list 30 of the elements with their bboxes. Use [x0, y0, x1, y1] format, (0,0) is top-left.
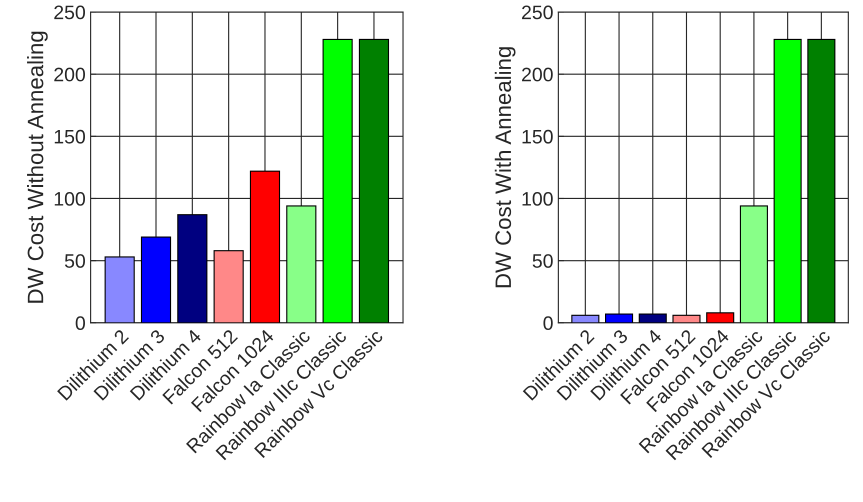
bar [177, 214, 208, 323]
y-tick-label: 100 [522, 192, 553, 206]
bar [605, 314, 634, 323]
bar [740, 205, 768, 323]
bar [286, 205, 316, 323]
y-axis-title: DW Cost With Annealing [494, 47, 516, 288]
y-tick-label: 0 [543, 316, 553, 330]
bar [358, 38, 390, 323]
bar [250, 170, 280, 323]
bar [322, 38, 353, 323]
y-tick-label: 250 [522, 6, 553, 20]
bar [706, 312, 734, 323]
bar [672, 314, 701, 323]
bar [104, 256, 135, 323]
y-tick-label: 50 [532, 254, 553, 268]
y-tick-label: 100 [54, 192, 85, 206]
bar [807, 38, 836, 323]
y-tick-label: 250 [54, 6, 85, 20]
y-tick-label: 50 [64, 254, 85, 268]
y-tick-label: 150 [54, 130, 85, 144]
bar [774, 38, 802, 323]
y-axis-title: DW Cost Without Annealing [27, 32, 48, 303]
bar [140, 236, 172, 323]
y-tick-label: 200 [54, 68, 85, 82]
bar [638, 314, 667, 323]
y-tick-label: 150 [522, 130, 553, 144]
y-tick-label: 0 [76, 316, 85, 330]
y-tick-label: 200 [522, 68, 553, 82]
bar [214, 250, 244, 323]
bar [571, 314, 600, 323]
